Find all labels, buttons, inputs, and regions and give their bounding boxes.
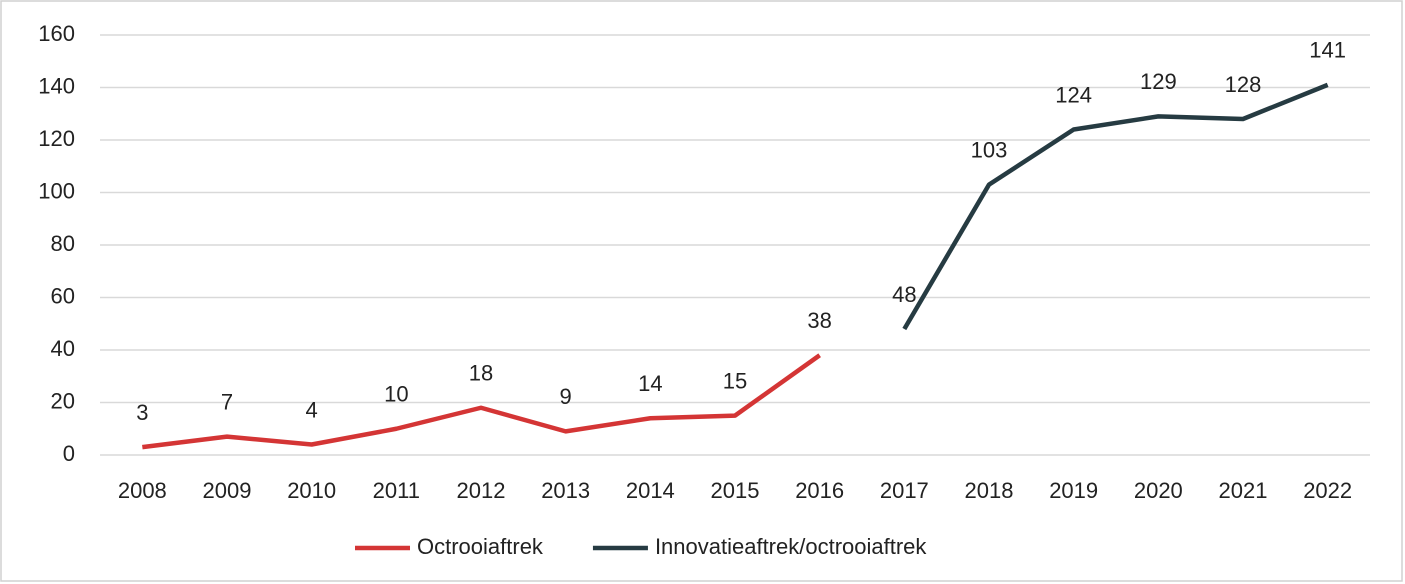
data-label: 9	[560, 384, 572, 409]
data-label: 18	[469, 361, 493, 386]
series-line	[142, 353, 821, 450]
data-label: 129	[1140, 69, 1177, 94]
data-label: 48	[892, 282, 916, 307]
data-label: 141	[1309, 38, 1346, 63]
data-label: 7	[221, 389, 233, 414]
series-line	[902, 82, 1329, 331]
x-tick-label: 2013	[541, 478, 590, 503]
y-tick-label: 0	[63, 441, 75, 466]
data-label: 128	[1225, 72, 1262, 97]
y-tick-label: 40	[51, 336, 75, 361]
x-tick-label: 2022	[1303, 478, 1352, 503]
y-tick-label: 60	[51, 283, 75, 308]
x-tick-label: 2019	[1049, 478, 1098, 503]
data-label: 38	[807, 308, 831, 333]
x-tick-label: 2011	[373, 478, 420, 503]
y-tick-label: 160	[38, 21, 75, 46]
x-tick-label: 2012	[457, 478, 506, 503]
data-label: 14	[638, 371, 662, 396]
y-tick-label: 20	[51, 388, 75, 413]
x-tick-label: 2010	[287, 478, 336, 503]
x-tick-label: 2014	[626, 478, 675, 503]
legend-label: Octrooiaftrek	[417, 534, 544, 559]
y-tick-label: 100	[38, 178, 75, 203]
y-tick-label: 120	[38, 126, 75, 151]
data-label: 15	[723, 368, 747, 393]
y-tick-label: 140	[38, 73, 75, 98]
x-tick-label: 2017	[880, 478, 929, 503]
x-tick-label: 2009	[203, 478, 252, 503]
data-label: 10	[384, 382, 408, 407]
x-tick-label: 2008	[118, 478, 167, 503]
data-label: 3	[136, 400, 148, 425]
x-tick-label: 2018	[965, 478, 1014, 503]
data-label: 103	[971, 137, 1008, 162]
data-label: 4	[306, 397, 318, 422]
legend-label: Innovatieaftrek/octrooiaftrek	[655, 534, 927, 559]
x-tick-label: 2015	[711, 478, 760, 503]
x-tick-label: 2021	[1219, 478, 1268, 503]
x-tick-label: 2020	[1134, 478, 1183, 503]
data-label: 124	[1055, 82, 1092, 107]
x-tick-label: 2016	[795, 478, 844, 503]
y-tick-label: 80	[51, 231, 75, 256]
